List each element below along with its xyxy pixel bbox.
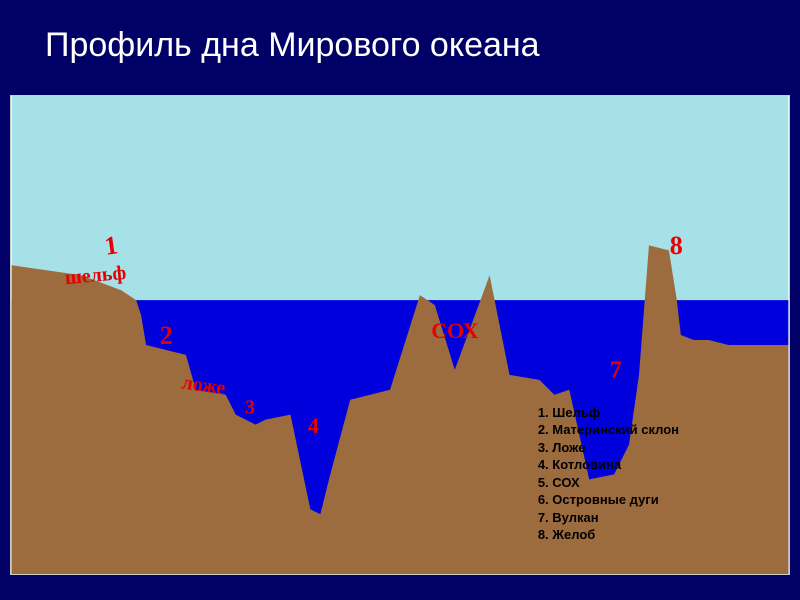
ocean-profile-diagram: 1шельф2ложе34СОХ78 1. Шельф2. Матерински… [10, 95, 790, 575]
legend-item: 7. Вулкан [538, 509, 679, 527]
legend-item: 2. Материнский склон [538, 421, 679, 439]
legend-item: 4. Котловина [538, 456, 679, 474]
legend-item: 3. Ложе [538, 439, 679, 457]
slide-container: Профиль дна Мирового океана 1шельф2ложе3… [0, 0, 800, 600]
page-title: Профиль дна Мирового океана [45, 26, 540, 65]
legend-item: 8. Желоб [538, 526, 679, 544]
legend: 1. Шельф2. Материнский склон3. Ложе4. Ко… [538, 404, 679, 544]
slide-header: Профиль дна Мирового океана [0, 0, 800, 90]
legend-item: 6. Островные дуги [538, 491, 679, 509]
legend-item: 5. СОХ [538, 474, 679, 492]
legend-item: 1. Шельф [538, 404, 679, 422]
